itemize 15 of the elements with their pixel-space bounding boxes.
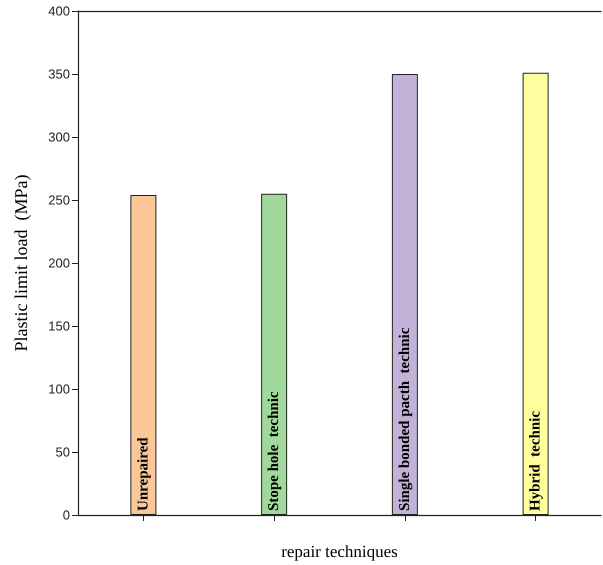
y-tick-label: 100 (48, 382, 70, 396)
x-tick-label: Hybrid technic (528, 410, 544, 511)
y-tick-label: 250 (48, 192, 70, 208)
x-tick-label: Stope hole technic (266, 391, 282, 511)
y-axis-title: Plastic limit load (MPa) (11, 174, 31, 352)
y-tick-label: 200 (48, 256, 70, 270)
x-tick-label: Single bonded pacth technic (396, 327, 413, 511)
y-tick-label: 0 (62, 508, 70, 522)
x-axis-title: repair techniques (281, 542, 398, 561)
y-tick-label: 150 (48, 318, 70, 334)
x-tick-label: Unrepaired (135, 436, 152, 511)
y-tick-label: 50 (56, 444, 70, 460)
y-tick-label: 350 (48, 66, 70, 82)
y-tick-label: 300 (48, 130, 70, 144)
y-tick-label: 400 (48, 4, 70, 18)
